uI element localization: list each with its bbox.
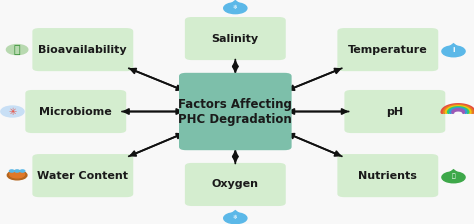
Circle shape <box>442 46 465 57</box>
FancyBboxPatch shape <box>185 163 286 206</box>
Polygon shape <box>226 211 245 218</box>
FancyBboxPatch shape <box>25 90 126 133</box>
Circle shape <box>9 171 25 178</box>
Text: ❄: ❄ <box>233 5 237 10</box>
Circle shape <box>224 213 247 224</box>
FancyBboxPatch shape <box>32 154 133 197</box>
Text: Factors Affecting
PHC Degradation: Factors Affecting PHC Degradation <box>178 97 292 125</box>
Text: Bioavailability: Bioavailability <box>38 45 127 55</box>
Polygon shape <box>444 170 463 177</box>
Polygon shape <box>226 1 245 8</box>
Circle shape <box>9 170 14 172</box>
Text: Nutrients: Nutrients <box>358 171 417 181</box>
FancyBboxPatch shape <box>337 28 438 71</box>
FancyBboxPatch shape <box>345 90 445 133</box>
Text: ✳: ✳ <box>9 106 17 116</box>
Text: 🌿: 🌿 <box>14 45 20 55</box>
Text: 🌿: 🌿 <box>452 174 456 179</box>
Text: Microbiome: Microbiome <box>39 106 112 116</box>
Circle shape <box>7 171 27 180</box>
FancyBboxPatch shape <box>179 73 292 150</box>
FancyBboxPatch shape <box>337 154 438 197</box>
Text: Salinity: Salinity <box>212 34 259 43</box>
Text: i: i <box>452 47 455 54</box>
Text: Oxygen: Oxygen <box>212 179 259 190</box>
Circle shape <box>20 170 25 172</box>
Text: Temperature: Temperature <box>348 45 428 55</box>
Circle shape <box>224 3 247 14</box>
Polygon shape <box>444 44 463 51</box>
Text: pH: pH <box>386 106 403 116</box>
Circle shape <box>15 170 19 172</box>
Text: Water Content: Water Content <box>37 171 128 181</box>
Circle shape <box>7 45 28 55</box>
FancyBboxPatch shape <box>185 17 286 60</box>
FancyBboxPatch shape <box>32 28 133 71</box>
Text: ❄: ❄ <box>233 215 237 220</box>
Circle shape <box>1 106 24 117</box>
Circle shape <box>442 172 465 183</box>
